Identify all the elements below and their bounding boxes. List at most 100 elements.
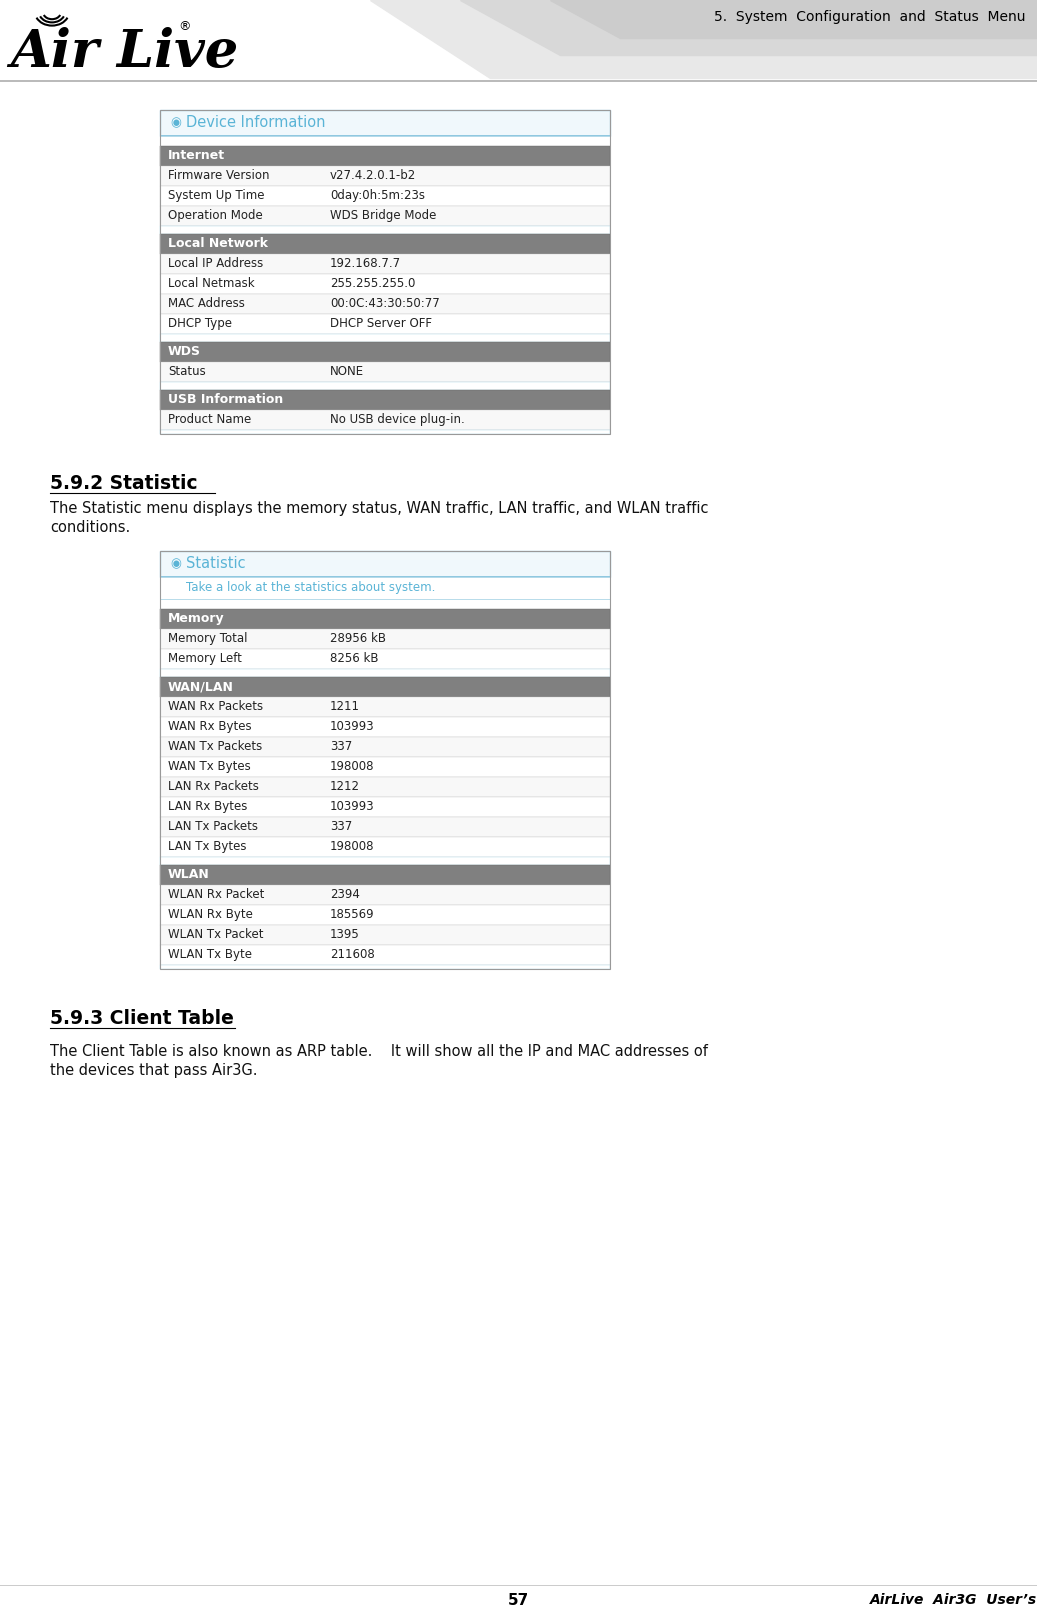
Text: ◉: ◉ — [170, 116, 180, 129]
Text: WAN Tx Packets: WAN Tx Packets — [168, 739, 262, 752]
Text: Operation Mode: Operation Mode — [168, 209, 262, 222]
Text: Air Live: Air Live — [10, 28, 239, 78]
Text: The Statistic menu displays the memory status, WAN traffic, LAN traffic, and WLA: The Statistic menu displays the memory s… — [50, 502, 708, 516]
Text: WAN/LAN: WAN/LAN — [168, 680, 234, 693]
Bar — [160, 757, 610, 777]
Bar — [160, 430, 610, 434]
Bar — [160, 552, 610, 969]
Bar — [160, 837, 610, 858]
Bar — [160, 341, 610, 362]
Bar — [160, 858, 610, 866]
Text: 5.  System  Configuration  and  Status  Menu: 5. System Configuration and Status Menu — [713, 10, 1025, 24]
Text: 8256 kB: 8256 kB — [330, 652, 379, 665]
Bar — [160, 314, 610, 333]
Text: 103993: 103993 — [330, 720, 374, 733]
Bar — [160, 904, 610, 925]
Text: NONE: NONE — [330, 366, 364, 379]
Text: LAN Rx Packets: LAN Rx Packets — [168, 780, 259, 793]
Text: ®: ® — [178, 19, 191, 32]
Bar — [160, 205, 610, 227]
Text: Local IP Address: Local IP Address — [168, 257, 263, 270]
Text: 1395: 1395 — [330, 929, 360, 942]
Text: 1211: 1211 — [330, 701, 360, 714]
Bar — [160, 382, 610, 390]
Text: Memory Total: Memory Total — [168, 633, 248, 646]
Text: 5.9.3 Client Table: 5.9.3 Client Table — [50, 1010, 234, 1027]
Bar — [160, 885, 610, 904]
Text: WLAN Tx Byte: WLAN Tx Byte — [168, 948, 252, 961]
Text: WLAN Tx Packet: WLAN Tx Packet — [168, 929, 263, 942]
Text: WAN Rx Bytes: WAN Rx Bytes — [168, 720, 252, 733]
Text: 192.168.7.7: 192.168.7.7 — [330, 257, 401, 270]
Text: WLAN Rx Packet: WLAN Rx Packet — [168, 888, 264, 901]
Bar — [160, 866, 610, 885]
Bar — [160, 578, 610, 599]
Text: 185569: 185569 — [330, 908, 374, 921]
Text: Statistic: Statistic — [186, 557, 246, 571]
Text: WLAN: WLAN — [168, 867, 209, 880]
Text: 103993: 103993 — [330, 799, 374, 812]
Text: 00:0C:43:30:50:77: 00:0C:43:30:50:77 — [330, 298, 440, 311]
Text: WAN Rx Packets: WAN Rx Packets — [168, 701, 263, 714]
Text: the devices that pass Air3G.: the devices that pass Air3G. — [50, 1063, 257, 1078]
Text: 337: 337 — [330, 820, 353, 833]
Bar — [160, 798, 610, 817]
Text: 198008: 198008 — [330, 760, 374, 773]
Text: System Up Time: System Up Time — [168, 189, 264, 202]
Text: Firmware Version: Firmware Version — [168, 168, 270, 181]
Bar — [160, 273, 610, 294]
Text: Memory: Memory — [168, 612, 225, 625]
Text: 337: 337 — [330, 739, 353, 752]
Bar — [160, 629, 610, 649]
Text: WDS: WDS — [168, 345, 201, 358]
Text: LAN Rx Bytes: LAN Rx Bytes — [168, 799, 248, 812]
Text: 2394: 2394 — [330, 888, 360, 901]
Bar — [160, 738, 610, 757]
Text: v27.4.2.0.1-b2: v27.4.2.0.1-b2 — [330, 168, 416, 181]
Text: 5.9.2 Statistic: 5.9.2 Statistic — [50, 474, 198, 493]
Bar — [160, 227, 610, 235]
Polygon shape — [370, 0, 1037, 78]
Text: Local Network: Local Network — [168, 236, 268, 251]
Bar — [160, 235, 610, 254]
Text: conditions.: conditions. — [50, 519, 131, 536]
Text: 57: 57 — [507, 1594, 529, 1608]
Bar — [160, 925, 610, 945]
Text: LAN Tx Bytes: LAN Tx Bytes — [168, 840, 247, 853]
Bar — [160, 294, 610, 314]
Text: Memory Left: Memory Left — [168, 652, 242, 665]
Bar — [160, 409, 610, 430]
Text: WAN Tx Bytes: WAN Tx Bytes — [168, 760, 251, 773]
Text: 28956 kB: 28956 kB — [330, 633, 386, 646]
Bar — [160, 167, 610, 186]
Bar — [160, 717, 610, 738]
Text: 0day:0h:5m:23s: 0day:0h:5m:23s — [330, 189, 425, 202]
Text: 1212: 1212 — [330, 780, 360, 793]
Bar — [160, 390, 610, 409]
Text: DHCP Type: DHCP Type — [168, 317, 232, 330]
Bar — [160, 676, 610, 697]
Text: 198008: 198008 — [330, 840, 374, 853]
Bar — [160, 817, 610, 837]
Bar — [160, 110, 610, 136]
Bar — [160, 362, 610, 382]
Text: ◉: ◉ — [170, 558, 180, 571]
Text: Local Netmask: Local Netmask — [168, 277, 255, 290]
Text: 255.255.255.0: 255.255.255.0 — [330, 277, 416, 290]
Polygon shape — [550, 0, 1037, 37]
Bar — [160, 146, 610, 167]
Text: Status: Status — [168, 366, 205, 379]
Text: WDS Bridge Mode: WDS Bridge Mode — [330, 209, 437, 222]
Text: No USB device plug-in.: No USB device plug-in. — [330, 413, 465, 426]
Text: USB Information: USB Information — [168, 393, 283, 406]
Text: Take a look at the statistics about system.: Take a look at the statistics about syst… — [186, 581, 436, 594]
Bar — [160, 110, 610, 434]
Bar — [160, 333, 610, 341]
Text: MAC Address: MAC Address — [168, 298, 245, 311]
Text: DHCP Server OFF: DHCP Server OFF — [330, 317, 432, 330]
Bar — [160, 964, 610, 969]
Bar — [160, 697, 610, 717]
Text: The Client Table is also known as ARP table.    It will show all the IP and MAC : The Client Table is also known as ARP ta… — [50, 1044, 708, 1060]
Bar — [160, 136, 610, 146]
Bar — [160, 649, 610, 668]
